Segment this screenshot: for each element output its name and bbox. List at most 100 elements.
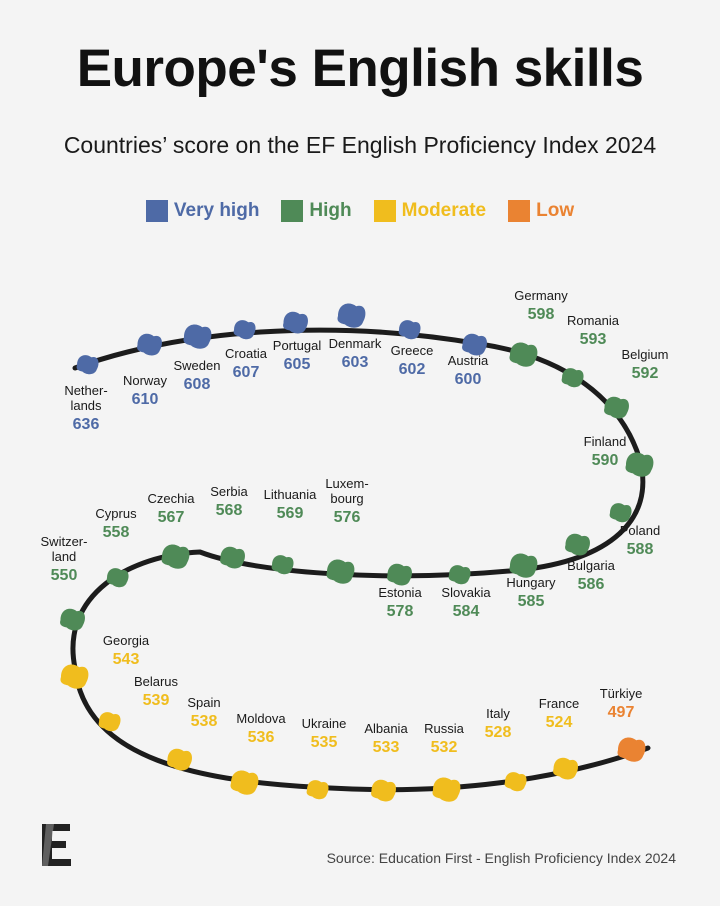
country-shape-portugal: [283, 311, 308, 334]
country-name: Slovakia: [441, 585, 491, 600]
country-label: Estonia 578: [378, 585, 422, 620]
country-shape-spain: [167, 748, 192, 771]
country-shape-norway: [137, 333, 162, 356]
country-label: Slovakia 584: [441, 585, 491, 620]
country-label: Albania 533: [364, 721, 408, 756]
country-label: Poland 588: [620, 523, 660, 558]
country-name: Poland: [620, 523, 660, 538]
country-label: Belgium 592: [622, 347, 669, 382]
country-name: Lithuania: [264, 487, 318, 502]
country-score: 608: [184, 376, 211, 393]
country-score: 593: [580, 331, 607, 348]
legend-label: Low: [536, 200, 575, 221]
country-score: 585: [518, 593, 545, 610]
country-name: Romania: [567, 313, 620, 328]
country-shape-moldova: [230, 770, 259, 795]
country-shape-france: [553, 757, 578, 780]
legend-swatch: [508, 200, 531, 222]
legend-label: Moderate: [401, 200, 487, 221]
country-name: Luxem-: [325, 476, 368, 491]
country-label: Türkiye 497: [600, 686, 643, 721]
country-score: 539: [143, 692, 170, 709]
country-name: Estonia: [378, 585, 422, 600]
country-score: 586: [578, 576, 605, 593]
country-score: 605: [284, 356, 311, 373]
country-score: 636: [73, 416, 100, 433]
country-shape-denmark: [337, 303, 366, 328]
country-score: 588: [627, 541, 654, 558]
country-score: 497: [608, 704, 635, 721]
country-name: Türkiye: [600, 686, 643, 701]
country-shape-ukraine: [306, 780, 329, 800]
country-label: Luxem-bourg 576: [325, 476, 368, 526]
country-shape-finland: [625, 452, 654, 477]
country-label: Norway 610: [123, 373, 168, 408]
country-shape-albania: [371, 779, 396, 802]
country-name: land: [52, 549, 77, 564]
country-label: Austria 600: [448, 353, 489, 388]
country-name: Denmark: [329, 336, 382, 351]
country-label: Sweden 608: [174, 358, 221, 393]
country-name: Hungary: [506, 575, 556, 590]
country-name: Germany: [514, 288, 568, 303]
legend-item-low: Low: [508, 200, 574, 222]
legend-item-high: High: [281, 200, 352, 222]
country-label: Ukraine 535: [302, 716, 347, 751]
country-name: Nether-: [64, 383, 107, 398]
country-name: Cyprus: [95, 506, 137, 521]
country-name: lands: [70, 398, 102, 413]
country-score: 550: [51, 567, 78, 584]
country-name: Czechia: [148, 491, 196, 506]
country-shape-switzerland: [60, 608, 85, 631]
country-score: 603: [342, 354, 369, 371]
country-score: 558: [103, 524, 130, 541]
legend-label: Very high: [173, 200, 260, 221]
country-name: Moldova: [236, 711, 286, 726]
legend-item-moderate: Moderate: [373, 200, 487, 222]
country-marks: [60, 303, 654, 802]
country-name: Bulgaria: [567, 558, 615, 573]
country-label: Italy 528: [485, 706, 512, 741]
country-labels: Nether-lands 636 Norway 610 Sweden 608 Croatia…: [41, 288, 669, 756]
country-shape-hungary: [509, 553, 538, 578]
country-label: Bulgaria 586: [567, 558, 615, 593]
country-score: 535: [311, 734, 338, 751]
country-label: Denmark 603: [329, 336, 382, 371]
country-label: Moldova 536: [236, 711, 286, 746]
country-label: Romania 593: [567, 313, 620, 348]
country-score: 569: [277, 505, 304, 522]
country-name: Norway: [123, 373, 168, 388]
country-label: Nether-lands 636: [64, 383, 107, 433]
country-label: Croatia 607: [225, 346, 268, 381]
country-name: bourg: [330, 491, 363, 506]
country-label: Georgia 543: [103, 633, 150, 668]
country-name: Finland: [584, 434, 627, 449]
country-shape-lithuania: [271, 555, 294, 575]
country-name: Italy: [486, 706, 510, 721]
country-score: 598: [528, 306, 555, 323]
country-score: 567: [158, 509, 185, 526]
legend-swatch: [281, 200, 304, 222]
country-name: Austria: [448, 353, 489, 368]
country-name: Greece: [391, 343, 434, 358]
country-shape-croatia: [233, 320, 256, 340]
country-label: Lithuania 569: [264, 487, 318, 522]
country-score: 584: [453, 603, 480, 620]
country-score: 602: [399, 361, 426, 378]
country-label: Czechia 567: [148, 491, 196, 526]
country-score: 600: [455, 371, 482, 388]
country-label: France 524: [539, 696, 579, 731]
country-shape-türkiye: [617, 737, 646, 762]
chart-subtitle: Countries’ score on the EF English Profi…: [63, 132, 657, 158]
country-name: Belgium: [622, 347, 669, 362]
country-name: Ukraine: [302, 716, 347, 731]
country-label: Germany 598: [514, 288, 568, 323]
country-label: Greece 602: [391, 343, 434, 378]
country-score: 524: [546, 714, 573, 731]
legend: Very high High Moderate Low: [0, 200, 720, 222]
country-label: Belarus 539: [134, 674, 179, 709]
country-label: Cyprus 558: [95, 506, 137, 541]
source-note: Source: Education First - English Profic…: [326, 850, 676, 866]
legend-label: High: [309, 200, 352, 221]
country-shape-belgium: [604, 396, 629, 419]
